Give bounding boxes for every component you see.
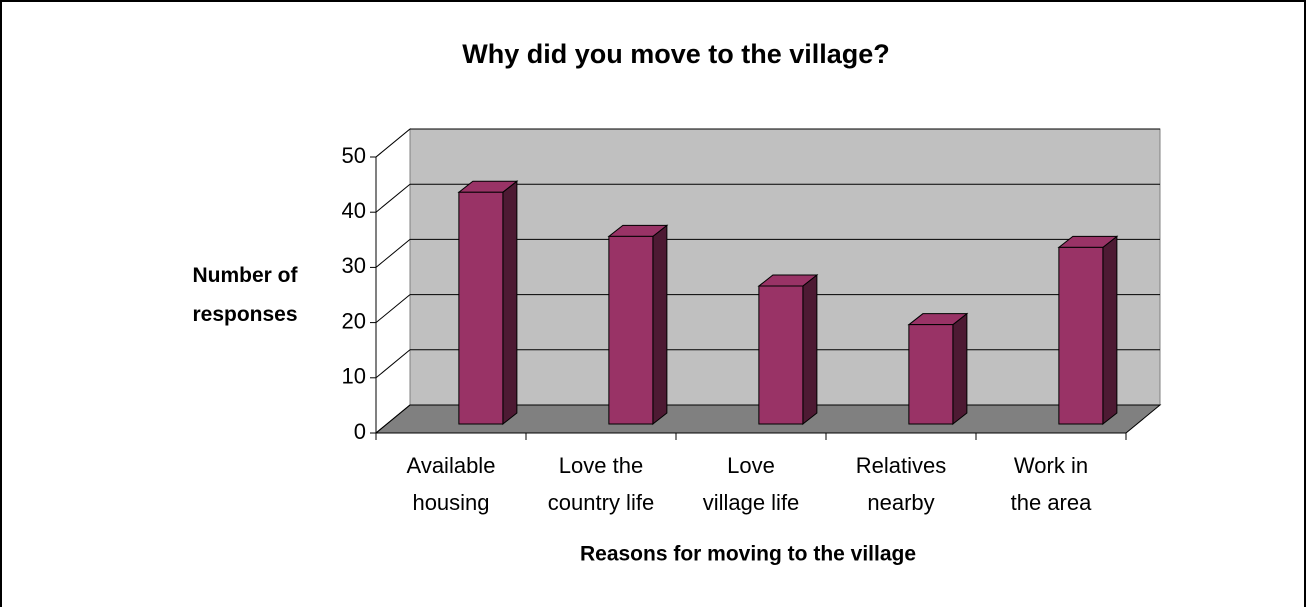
y-axis-title: Number of responses [192,264,298,326]
x-tick-label: Available housing [406,453,496,515]
x-tick-label: Love village life [702,453,800,515]
grid-line-side [375,294,411,323]
bar-side [802,274,818,426]
bar [907,312,969,426]
bar [607,224,669,426]
side-wall [375,127,411,435]
bar-front [1058,246,1104,425]
grid-line-side [375,183,411,213]
chart-title: Why did you move to the village? [462,39,890,69]
bar-side [1102,235,1118,426]
x-tick-label: Love the country life [547,453,655,515]
x-tick-label: Relatives nearby [855,453,947,515]
bar-front [758,285,804,425]
y-tick-label: 50 [342,143,366,168]
grid-line-side [375,128,411,158]
y-tick-label: 0 [354,419,366,444]
bar-front [908,324,954,425]
y-tick-label: 20 [342,308,366,333]
bar-front [608,235,654,425]
y-tick-label: 30 [342,253,366,278]
bar [757,274,819,426]
bar-side [952,312,968,426]
x-tick-label: Work in the area [1010,453,1092,515]
bar-front [458,191,504,425]
bar [457,180,519,426]
bar-side [652,224,668,426]
grid-line-side [375,404,411,434]
bar [1057,235,1119,426]
bar-side [502,180,518,426]
x-axis-title: Reasons for moving to the village [580,543,916,566]
y-tick-label: 40 [342,198,366,223]
grid-line-side [375,349,411,379]
grid-line-side [375,239,411,268]
y-tick-label: 10 [342,364,366,389]
